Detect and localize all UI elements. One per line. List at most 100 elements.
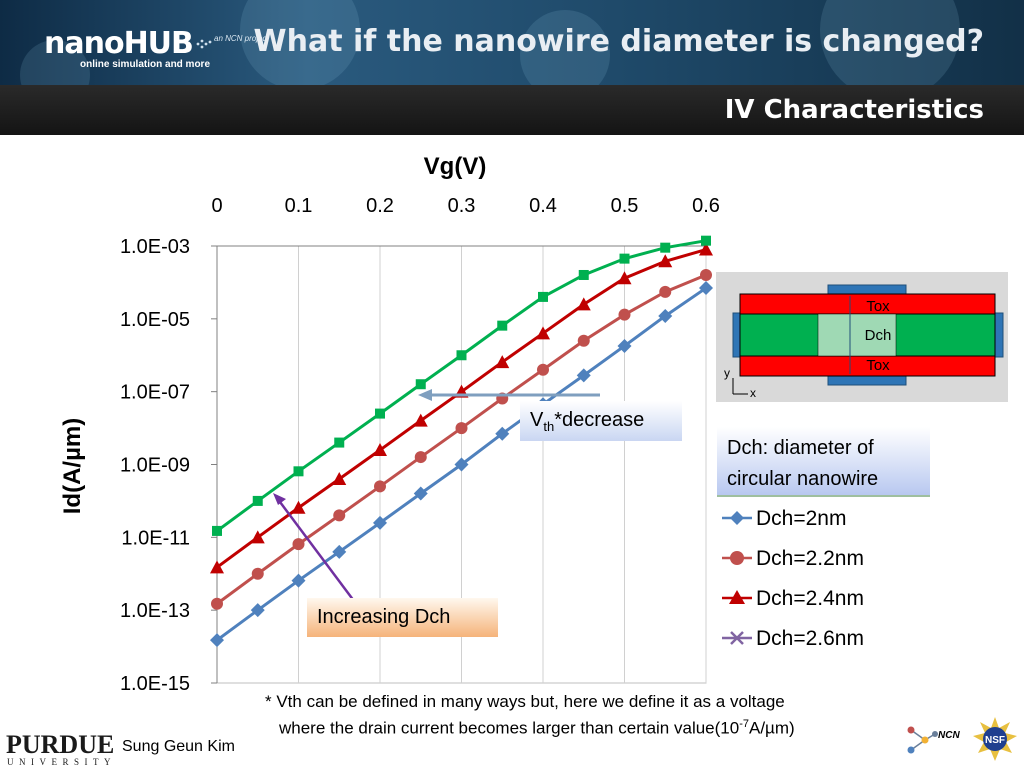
data-point <box>373 515 387 530</box>
data-point <box>413 413 428 427</box>
chart-legend: Dch=2nm Dch=2.2nm Dch=2.4nm Dch=2.6nm <box>722 500 922 660</box>
x-tick-label: 0.3 <box>448 195 476 217</box>
ncn-dots-icon <box>196 39 212 49</box>
legend-item: Dch=2.4nm <box>722 580 922 620</box>
ncn-node-icon <box>921 736 929 744</box>
nanohub-tagline: online simulation and more <box>80 59 211 70</box>
series-diamond <box>210 281 713 648</box>
data-point <box>456 350 467 361</box>
footnote-line2-start: where the drain current becomes larger t… <box>279 718 740 738</box>
data-point <box>617 271 632 285</box>
legend-label: Dch=2nm <box>756 507 847 530</box>
slide-title: What if the nanowire diameter is changed… <box>253 24 984 59</box>
x-tick-label: 0.1 <box>285 195 313 217</box>
vth-subscript: th <box>543 419 555 434</box>
increasing-arrow-head-icon <box>273 493 286 505</box>
footnote-line1: * Vth can be defined in many ways but, h… <box>265 692 785 711</box>
ncn-project-label: an NCN project <box>214 34 269 43</box>
ncn-node-icon <box>907 746 915 754</box>
series-square <box>212 235 711 536</box>
nanowire-cross-section-diagram: Tox Dch Tox y x <box>716 272 1008 402</box>
data-point <box>251 567 264 580</box>
channel-center <box>817 313 897 357</box>
dch-label: Dch <box>865 327 892 344</box>
y-tick-label: 1.0E-05 <box>120 309 190 331</box>
nsf-logo-text: NSF <box>985 735 1005 746</box>
data-point <box>413 486 428 501</box>
data-point <box>291 500 306 514</box>
data-point <box>497 320 508 331</box>
legend-label: Dch=2.2nm <box>756 547 864 570</box>
purdue-logo-subtitle: UNIVERSITY <box>7 757 116 767</box>
dch-definition-line1: Dch: diameter of <box>727 437 874 459</box>
x-tick-label: 0.4 <box>529 195 557 217</box>
y-tick-label: 1.0E-09 <box>120 455 190 477</box>
ncn-logo-text: NCN <box>938 730 960 741</box>
vth-decrease-callout: Vth*decrease <box>520 401 682 441</box>
axis-x-label: x <box>750 386 756 400</box>
legend-cross-icon <box>722 631 752 645</box>
data-point <box>537 363 549 376</box>
subheader-bar: IV Characteristics <box>0 85 1024 135</box>
data-point <box>375 408 385 419</box>
data-point <box>292 538 305 551</box>
data-point <box>415 379 426 390</box>
data-point <box>212 525 222 536</box>
footnote-line2: where the drain current becomes larger t… <box>265 713 795 740</box>
x-tick-label: 0.6 <box>692 195 720 217</box>
legend-triangle-icon <box>722 590 752 604</box>
data-point <box>577 334 590 347</box>
legend-item: Dch=2nm <box>722 500 922 540</box>
purdue-logo: PURDUE <box>6 730 115 759</box>
x-axis-title: Vg(V) <box>424 153 487 180</box>
legend-circle-icon <box>722 551 752 565</box>
axis-y-label: y <box>724 366 730 380</box>
data-point <box>701 235 711 246</box>
dch-definition-callout: Dch: diameter of circular nanowire <box>717 427 930 497</box>
data-point <box>619 253 630 264</box>
data-point <box>658 254 673 268</box>
data-point <box>659 285 672 298</box>
legend-diamond-icon <box>722 511 752 525</box>
data-point <box>414 451 427 464</box>
data-point <box>618 308 631 321</box>
data-point <box>658 308 673 323</box>
data-point <box>576 368 591 383</box>
data-point <box>495 426 510 441</box>
data-point <box>250 530 265 544</box>
data-point <box>455 422 468 435</box>
nsf-logo: NSF <box>973 717 1017 761</box>
x-tick-label: 0 <box>211 195 222 217</box>
data-point <box>210 560 224 574</box>
tox-bottom-label: Tox <box>866 357 890 374</box>
header-banner: nanoHUB online simulation and more an NC… <box>0 0 1024 85</box>
data-point <box>495 355 510 369</box>
y-tick-labels: 1.0E-03 1.0E-05 1.0E-07 1.0E-09 1.0E-11 1.0E-… <box>120 236 217 695</box>
dch-definition-line2: circular nanowire <box>727 468 879 490</box>
data-point <box>332 471 347 485</box>
nanohub-logo[interactable]: nanoHUB <box>44 26 194 61</box>
legend-label: Dch=2.4nm <box>756 587 864 610</box>
x-tick-label: 0.5 <box>611 195 639 217</box>
vth-footnote: * Vth can be defined in many ways but, h… <box>265 690 795 740</box>
data-point <box>211 597 223 610</box>
data-point <box>578 269 589 280</box>
data-point <box>536 326 550 340</box>
legend-item: Dch=2.6nm <box>722 620 922 660</box>
data-point <box>332 544 347 559</box>
y-tick-label: 1.0E-13 <box>120 600 190 622</box>
data-point <box>700 268 712 281</box>
ncn-logo: NCN <box>907 726 960 754</box>
data-point <box>250 603 265 618</box>
data-point <box>699 281 713 296</box>
author-name: Sung Geun Kim <box>122 738 235 755</box>
x-tick-labels: 0 0.1 0.2 0.3 0.4 0.5 0.6 <box>211 195 719 217</box>
footnote-line2-end: A/µm) <box>748 718 795 738</box>
data-point <box>454 457 469 472</box>
data-point <box>617 338 632 353</box>
y-tick-label: 1.0E-15 <box>120 673 190 695</box>
data-point <box>373 443 387 457</box>
ncn-node-icon <box>932 731 938 737</box>
ncn-node-icon <box>907 726 915 734</box>
data-point <box>333 509 346 522</box>
